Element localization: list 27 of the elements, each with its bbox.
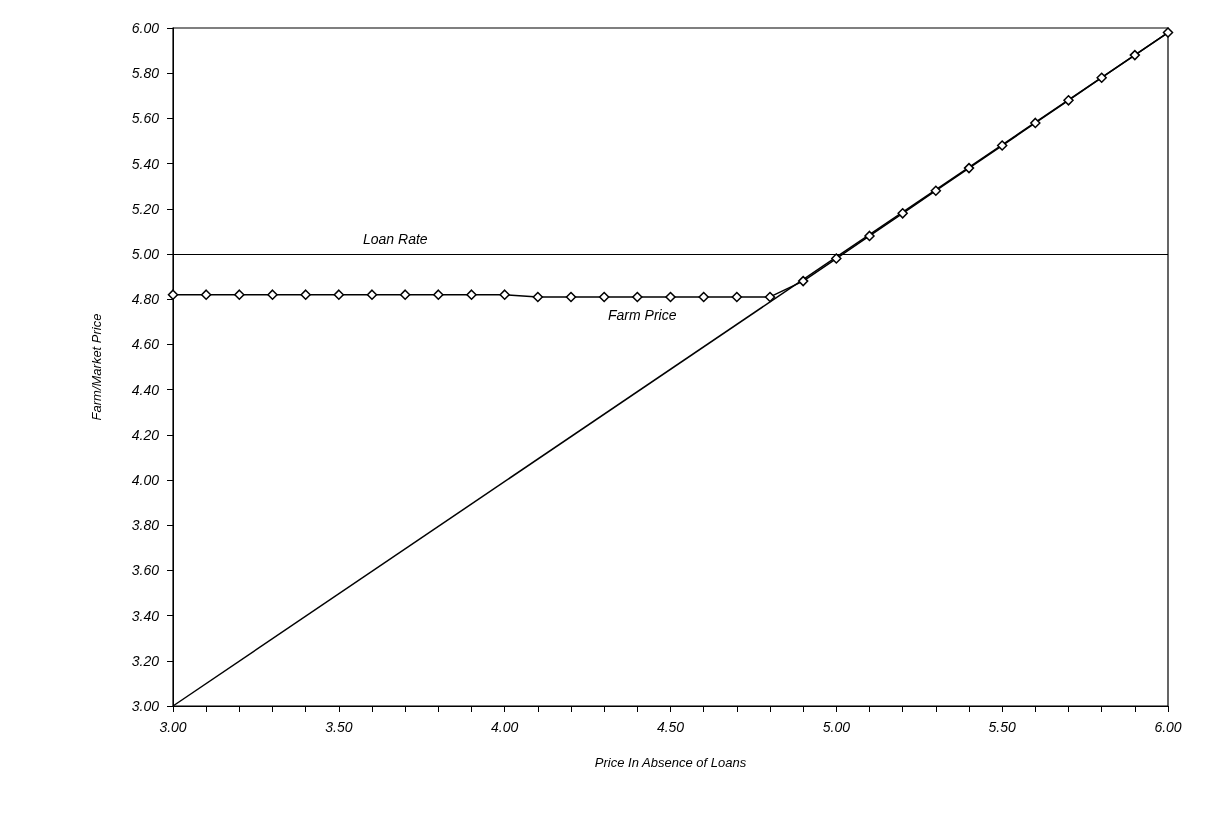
x-tick-label: 6.00: [1154, 719, 1182, 735]
y-tick-label: 5.60: [131, 110, 160, 127]
x-tick-label: 3.00: [159, 719, 187, 735]
y-tick-label: 3.00: [131, 698, 160, 714]
y-tick-label: 5.40: [131, 155, 160, 172]
y-tick-label: 3.40: [131, 607, 160, 624]
y-tick-label: 4.40: [131, 381, 160, 398]
y-tick-label: 4.60: [131, 336, 160, 353]
y-tick-label: 4.00: [131, 472, 160, 488]
x-tick-label: 5.00: [822, 719, 851, 735]
y-tick-label: 3.80: [131, 517, 160, 534]
y-tick-label: 5.00: [131, 246, 160, 262]
y-tick-label: 3.60: [131, 562, 160, 579]
x-tick-label: 3.50: [325, 719, 353, 735]
y-tick-label: 4.80: [131, 291, 160, 308]
y-tick-label: 3.20: [131, 652, 160, 669]
y-tick-label: 5.20: [131, 200, 160, 217]
annotation: Farm Price: [608, 307, 677, 323]
y-tick-label: 5.80: [131, 65, 160, 82]
y-tick-label: 4.20: [131, 426, 160, 443]
ref-line-label: Loan Rate: [363, 231, 428, 247]
y-axis-title: Farm/Market Price: [89, 313, 104, 421]
x-tick-label: 4.00: [491, 719, 519, 735]
x-tick-label: 4.50: [656, 719, 685, 735]
x-axis-title: Price In Absence of Loans: [594, 755, 747, 770]
y-tick-label: 6.00: [131, 20, 160, 36]
x-tick-label: 5.50: [988, 719, 1016, 735]
